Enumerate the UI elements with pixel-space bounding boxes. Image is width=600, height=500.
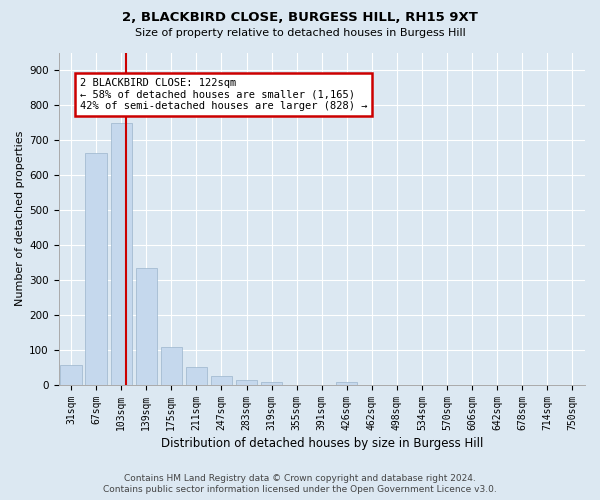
Bar	[110, 122, 132, 385]
Bar	[61, 365, 82, 385]
Bar	[336, 382, 358, 385]
Text: Contains HM Land Registry data © Crown copyright and database right 2024.
Contai: Contains HM Land Registry data © Crown c…	[103, 474, 497, 494]
Bar	[186, 366, 207, 385]
Bar	[85, 153, 107, 385]
Bar	[236, 380, 257, 385]
X-axis label: Distribution of detached houses by size in Burgess Hill: Distribution of detached houses by size …	[161, 437, 483, 450]
Bar	[211, 376, 232, 385]
Text: 2 BLACKBIRD CLOSE: 122sqm
← 58% of detached houses are smaller (1,165)
42% of se: 2 BLACKBIRD CLOSE: 122sqm ← 58% of detac…	[80, 78, 367, 112]
Text: Size of property relative to detached houses in Burgess Hill: Size of property relative to detached ho…	[134, 28, 466, 38]
Bar	[261, 382, 282, 385]
Y-axis label: Number of detached properties: Number of detached properties	[15, 131, 25, 306]
Bar	[136, 268, 157, 385]
Bar	[161, 348, 182, 385]
Text: 2, BLACKBIRD CLOSE, BURGESS HILL, RH15 9XT: 2, BLACKBIRD CLOSE, BURGESS HILL, RH15 9…	[122, 11, 478, 24]
